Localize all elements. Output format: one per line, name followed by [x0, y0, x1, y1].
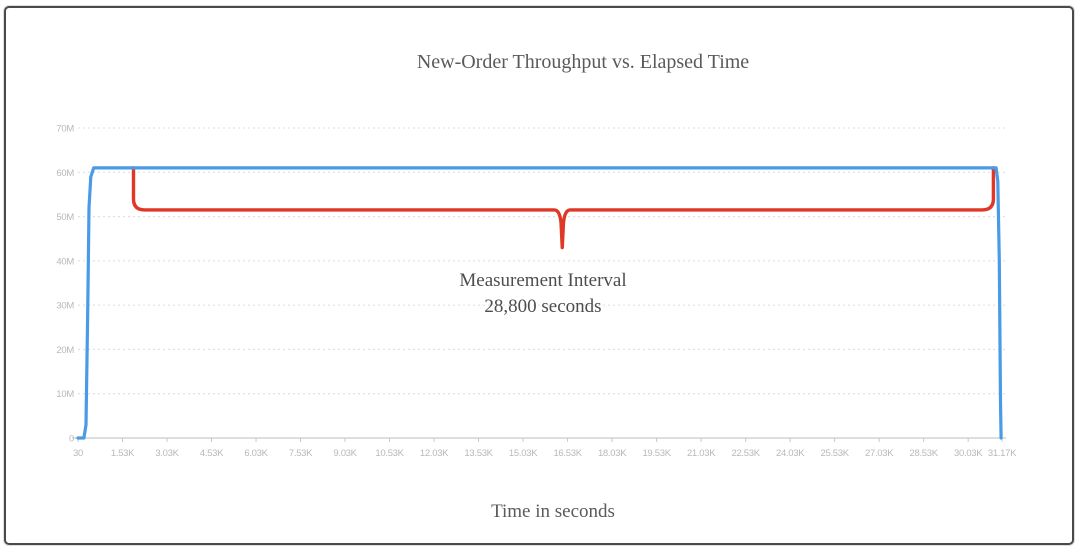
gridlines-and-y-labels: 0 10M 20M 30M 40M 50M 60M 70M	[56, 124, 1008, 445]
x-tick-label: 12.03K	[420, 448, 449, 459]
x-tick-label: 10.53K	[375, 448, 404, 459]
x-tick-label: 4.53K	[200, 448, 224, 459]
brace-path	[131, 166, 996, 250]
throughput-line-series	[76, 166, 1003, 440]
chart-title: New-Order Throughput vs. Elapsed Time	[416, 51, 750, 73]
x-tick-label: 6.03K	[244, 448, 268, 459]
x-tick-label: 21.03K	[687, 448, 716, 459]
x-tick-label: 9.03K	[333, 448, 357, 459]
y-tick-label: 0	[69, 434, 74, 445]
y-tick-label: 60M	[56, 168, 74, 179]
x-tick-label: 15.03K	[509, 448, 538, 459]
y-tick-label: 40M	[56, 256, 74, 267]
x-tick-label: 24.03K	[776, 448, 805, 459]
x-tick-label: 28.53K	[910, 448, 939, 459]
x-tick-label: 7.53K	[289, 448, 313, 459]
x-tick-label: 1.53K	[111, 448, 135, 459]
outer-border-frame	[4, 6, 1074, 545]
x-axis: 30 1.53K 3.03K 4.53K 6.03K 7.53K 9.03K 10.53K 12…	[72, 437, 1017, 459]
y-tick-label: 30M	[56, 301, 74, 312]
x-tick-label: 18.03K	[598, 448, 627, 459]
x-tick-label: 25.53K	[820, 448, 849, 459]
y-tick-label: 50M	[56, 212, 74, 223]
x-tick-label: 31.17K	[988, 448, 1017, 459]
x-tick-label: 27.03K	[865, 448, 894, 459]
y-tick-label: 10M	[56, 389, 74, 400]
y-tick-label: 20M	[56, 345, 74, 356]
y-tick-label: 70M	[56, 124, 74, 135]
measurement-interval-brace	[131, 166, 996, 250]
x-tick-label: 30	[73, 448, 83, 459]
x-tick-label: 3.03K	[155, 448, 179, 459]
measurement-interval-annotation: Measurement Interval 28,800 seconds	[459, 268, 626, 320]
measurement-interval-value: 28,800 seconds	[484, 296, 602, 317]
x-tick-label: 13.53K	[464, 448, 493, 459]
x-tick-label: 22.53K	[731, 448, 760, 459]
x-axis-title: Time in seconds	[491, 501, 615, 522]
x-tick-label: 19.53K	[642, 448, 671, 459]
x-tick-label: 16.53K	[553, 448, 582, 459]
measurement-interval-label: Measurement Interval	[459, 270, 627, 291]
throughput-line	[76, 166, 1003, 440]
x-tick-label: 30.03K	[954, 448, 983, 459]
